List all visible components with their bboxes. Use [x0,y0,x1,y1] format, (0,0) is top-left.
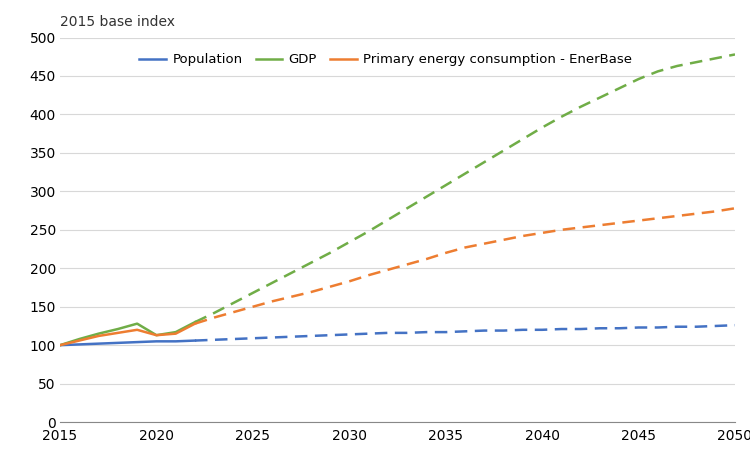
Text: 2015 base index: 2015 base index [60,15,175,30]
Legend: Population, GDP, Primary energy consumption - EnerBase: Population, GDP, Primary energy consumpt… [134,48,638,71]
